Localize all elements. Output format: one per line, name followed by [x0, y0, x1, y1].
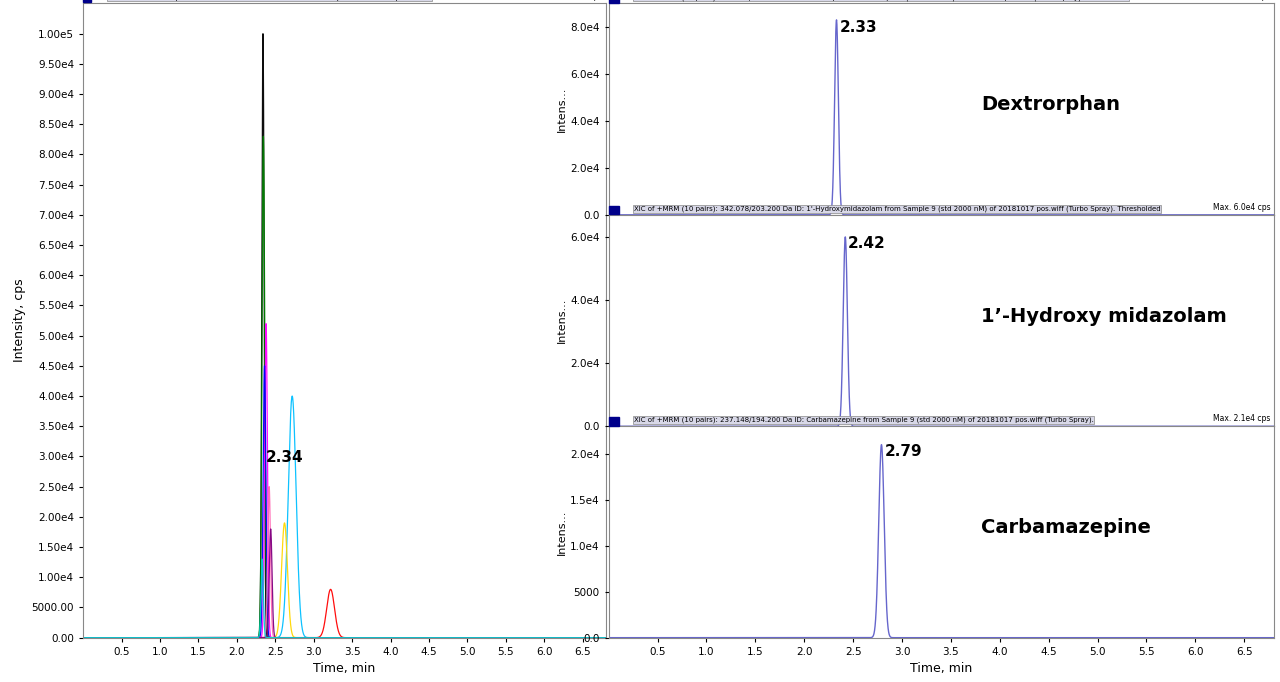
Y-axis label: Intens...: Intens...: [557, 509, 567, 554]
Text: Max. 2.1e4 cps: Max. 2.1e4 cps: [1213, 415, 1271, 424]
Text: 1’-Hydroxy midazolam: 1’-Hydroxy midazolam: [980, 307, 1226, 326]
Bar: [83, 0, 91, 2]
Text: Max. 6.0e4 cps: Max. 6.0e4 cps: [1213, 203, 1271, 212]
X-axis label: Time, min: Time, min: [910, 239, 973, 252]
Text: 2.42: 2.42: [849, 236, 886, 251]
X-axis label: Time, min: Time, min: [910, 662, 973, 675]
Bar: [608, 0, 618, 3]
Text: Dextrorphan: Dextrorphan: [980, 95, 1120, 115]
Text: XIC of +MRM (10 pairs): 237.148/194.200 Da ID: Carbamazepine from Sample 9 (std : XIC of +MRM (10 pairs): 237.148/194.200 …: [634, 417, 1093, 424]
Y-axis label: Intens...: Intens...: [557, 87, 567, 132]
Bar: [608, 417, 618, 426]
Y-axis label: Intensity, cps: Intensity, cps: [13, 279, 26, 362]
Text: 2.34: 2.34: [266, 451, 303, 466]
X-axis label: Time, min: Time, min: [910, 451, 973, 464]
X-axis label: Time, min: Time, min: [314, 662, 375, 675]
Text: 2.79: 2.79: [884, 444, 922, 459]
Text: Carbamazepine: Carbamazepine: [980, 518, 1151, 537]
Text: XIC of +MRM (10 pairs): 342.078/203.200 Da ID: 1'-Hydroxymidazolam from Sample 9: XIC of +MRM (10 pairs): 342.078/203.200 …: [634, 205, 1160, 212]
Bar: [608, 206, 618, 214]
Text: 2.33: 2.33: [840, 20, 877, 35]
Y-axis label: Intens...: Intens...: [557, 298, 567, 343]
